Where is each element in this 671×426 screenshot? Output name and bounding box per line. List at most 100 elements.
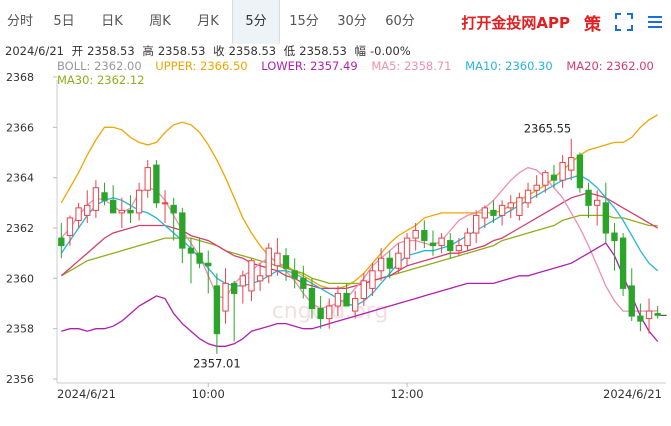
candle-body — [619, 237, 627, 289]
y-tick-label: 2358 — [6, 323, 34, 336]
candle-body — [533, 184, 540, 191]
candle-body — [265, 247, 272, 277]
x-tick-label: 2024/6/21 — [603, 387, 662, 401]
tab-5[interactable]: 5分 — [232, 0, 280, 44]
candle-body — [317, 308, 324, 320]
candle-body — [654, 313, 661, 316]
quote-high: 2358.53 — [157, 44, 206, 58]
candle-body — [360, 280, 368, 299]
tab-4[interactable]: 月K — [197, 14, 219, 29]
candle-body — [179, 212, 186, 249]
candle-body — [464, 232, 471, 247]
candle-body — [58, 237, 65, 247]
candle-body — [412, 230, 419, 239]
candle-body — [559, 162, 566, 181]
candle-body — [369, 270, 376, 289]
candle-body — [481, 207, 489, 219]
quote-open: 2358.53 — [87, 44, 135, 58]
candle-body — [498, 204, 506, 216]
candle-body — [248, 260, 255, 292]
candle-body — [282, 255, 290, 269]
quote-amp-label: 幅 — [354, 44, 367, 58]
candle-body — [490, 209, 497, 216]
candle-body — [628, 285, 635, 317]
candle-body — [127, 209, 134, 214]
indicator-ma30: MA30: 2362.12 — [57, 73, 145, 87]
candle-body — [300, 277, 307, 289]
y-tick-label: 2356 — [6, 373, 34, 386]
candle-body — [395, 252, 402, 269]
candle-body — [421, 230, 428, 242]
candle-body — [576, 154, 584, 189]
indicator-line-2: MA30: 2362.12 — [57, 73, 145, 88]
candle-body — [66, 217, 74, 237]
series-line-ma20 — [60, 192, 659, 290]
candle-body — [153, 164, 160, 204]
candle-body — [438, 237, 445, 247]
tab-3[interactable]: 周K — [149, 14, 171, 29]
tab-6[interactable]: 15分 — [289, 14, 319, 29]
menu-icon[interactable] — [647, 14, 663, 30]
quote-close-label: 收 — [213, 44, 225, 58]
indicator-boll: BOLL: 2362.00 — [57, 59, 142, 73]
fullscreen-icon[interactable] — [615, 13, 633, 31]
series-line-ma5 — [60, 166, 658, 312]
candle-body — [602, 202, 610, 234]
candle-body — [213, 285, 221, 335]
candle-body — [516, 197, 523, 216]
candle-body — [84, 204, 91, 216]
candle-body — [472, 214, 480, 234]
indicator-upper: UPPER: 2366.50 — [155, 59, 248, 73]
indicator-ma20: MA20: 2362.00 — [566, 59, 654, 73]
quote-info-line: 2024/6/21 开 2358.53 高 2358.53 收 2358.53 低 23… — [5, 44, 415, 59]
candle-body — [109, 199, 117, 214]
strategy-button[interactable]: 策 — [584, 14, 601, 35]
series-line-lower — [61, 242, 659, 347]
candle-body — [386, 257, 393, 269]
candle-body — [611, 232, 618, 242]
candle-body — [170, 204, 177, 214]
quote-low: 2358.53 — [299, 44, 347, 58]
quote-amp: -0.00% — [370, 44, 411, 58]
y-tick-label: 2362 — [6, 222, 34, 235]
candle-body — [256, 275, 264, 282]
candle-body — [205, 262, 212, 267]
candle-body — [144, 167, 151, 191]
tab-7[interactable]: 30分 — [337, 14, 367, 29]
tab-0[interactable]: 分时 — [6, 14, 33, 29]
indicator-ma5: MA5: 2358.71 — [371, 59, 452, 73]
quote-high-label: 高 — [142, 44, 154, 58]
quote-close: 2358.53 — [228, 44, 277, 58]
candle-body — [455, 245, 463, 252]
candle-body — [351, 297, 359, 312]
candle-body — [75, 207, 82, 221]
tab-8[interactable]: 60分 — [385, 14, 415, 29]
candle-body — [274, 252, 281, 267]
indicator-lower: LOWER: 2357.49 — [261, 59, 358, 73]
candle-body — [585, 189, 592, 206]
series-line-ma10 — [60, 174, 659, 307]
candle-body — [403, 237, 411, 259]
open-app-link[interactable]: 打开金投网APP — [461, 13, 570, 32]
x-tick-label: 10:00 — [192, 387, 225, 401]
indicator-ma10: MA10: 2360.30 — [465, 59, 553, 73]
annotation-low: 2357.01 — [193, 357, 241, 371]
tab-2[interactable]: 日K — [101, 14, 123, 29]
quote-low-label: 低 — [283, 44, 296, 58]
candle-body — [291, 270, 298, 279]
candle-body — [447, 240, 454, 252]
y-tick-label: 2360 — [6, 272, 34, 285]
candle-body — [550, 174, 558, 181]
tab-1[interactable]: 5日 — [53, 14, 75, 29]
quote-date: 2024/6/21 — [5, 44, 64, 58]
candle-body — [568, 157, 575, 171]
candle-body — [542, 172, 549, 186]
candle-body — [524, 189, 532, 204]
x-tick-label: 2024/6/21 — [57, 387, 116, 401]
candle-body — [377, 257, 385, 272]
candle-body — [135, 189, 143, 214]
candle-body — [593, 199, 601, 206]
candle-body — [187, 247, 195, 254]
candle-body — [230, 282, 238, 294]
